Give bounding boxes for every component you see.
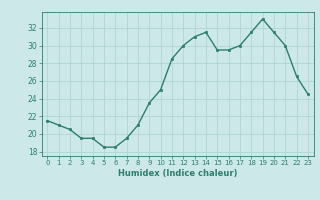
X-axis label: Humidex (Indice chaleur): Humidex (Indice chaleur) <box>118 169 237 178</box>
